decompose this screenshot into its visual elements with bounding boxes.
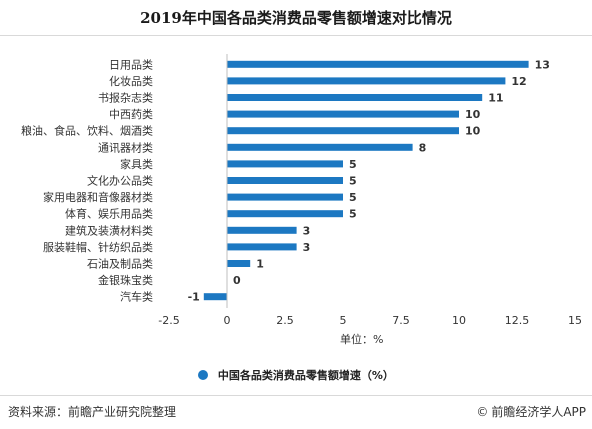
category-label: 文化办公品类 — [87, 174, 153, 188]
category-label: 建筑及装潢材料类 — [65, 223, 153, 237]
value-label: 10 — [465, 125, 481, 138]
category-label: 石油及制品类 — [87, 257, 153, 271]
footer-divider — [0, 395, 592, 396]
category-label: 粮油、食品、饮料、烟酒类 — [21, 124, 153, 138]
bar — [227, 193, 343, 201]
category-label: 汽车类 — [120, 290, 153, 304]
value-label: 0 — [233, 274, 241, 287]
bar — [227, 77, 506, 85]
x-axis-unit-label: 单位：% — [340, 333, 384, 346]
value-label: 5 — [349, 208, 357, 221]
bar — [227, 210, 343, 218]
value-label: 13 — [535, 58, 550, 71]
bar — [227, 94, 483, 101]
category-label: 日用品类 — [109, 57, 153, 71]
title-divider — [0, 35, 592, 36]
category-label: 金银珠宝类 — [98, 273, 153, 287]
category-label: 家具类 — [120, 157, 153, 171]
x-tick-label: 0 — [224, 314, 231, 327]
value-label: 3 — [303, 241, 311, 254]
bar — [227, 177, 343, 184]
x-tick-label: -2.5 — [158, 314, 179, 327]
axis-layer: -2.5 0 2.5 5 7.5 10 12.5 15 — [158, 54, 582, 327]
bar — [203, 293, 227, 301]
x-tick-label: 15 — [568, 314, 582, 327]
chart-title: 2019年中国各品类消费品零售额增速对比情况 — [140, 9, 452, 27]
value-label: 5 — [349, 175, 357, 188]
bar — [227, 143, 413, 151]
legend-label: 中国各品类消费品零售额增速（%） — [217, 369, 394, 382]
bar — [227, 60, 529, 68]
bar — [227, 226, 297, 234]
value-label: 5 — [349, 191, 357, 204]
legend: 中国各品类消费品零售额增速（%） — [0, 367, 592, 383]
x-tick-label: 7.5 — [392, 314, 410, 327]
bar — [227, 127, 459, 135]
category-label: 中西药类 — [109, 107, 153, 121]
category-label: 化妆品类 — [109, 74, 153, 88]
x-tick-label: 2.5 — [276, 314, 294, 327]
brand-credit: © 前瞻经济学人APP — [476, 403, 586, 420]
value-label: 12 — [511, 75, 526, 88]
copyright-icon: © — [476, 405, 489, 419]
bar — [227, 260, 251, 267]
bar — [227, 243, 297, 251]
value-label: 1 — [256, 258, 264, 271]
value-label: 10 — [465, 108, 481, 121]
source-note: 资料来源：前瞻产业研究院整理 — [8, 405, 177, 419]
category-label: 体育、娱乐用品类 — [65, 207, 153, 221]
value-label: 8 — [419, 141, 427, 154]
category-label: 服装鞋帽、针纺织品类 — [43, 240, 153, 254]
category-label: 家用电器和音像器材类 — [43, 190, 153, 204]
brand-name: 前瞻经济学人APP — [491, 405, 586, 419]
value-label: 11 — [488, 92, 503, 105]
x-tick-label: 5 — [340, 314, 347, 327]
value-label: 5 — [349, 158, 357, 171]
bars-layer — [203, 60, 529, 301]
category-label: 通讯器材类 — [98, 140, 153, 154]
value-label: -1 — [188, 291, 200, 304]
x-tick-label: 10 — [452, 314, 466, 327]
category-label: 书报杂志类 — [98, 91, 153, 105]
bar — [227, 110, 459, 118]
value-label: 3 — [303, 224, 311, 237]
bar — [227, 160, 343, 168]
legend-marker — [198, 370, 209, 380]
x-tick-label: 12.5 — [505, 314, 530, 327]
